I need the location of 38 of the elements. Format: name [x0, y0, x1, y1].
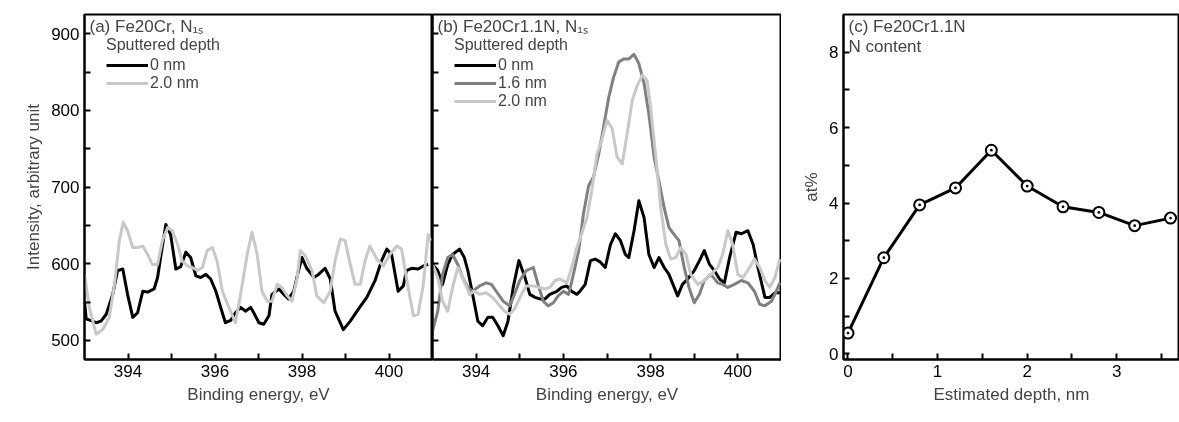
legend-label: 1.6 nm [498, 74, 547, 92]
legend-label: 2.0 nm [150, 74, 199, 92]
x-tick-label: 398 [287, 361, 317, 381]
x-tick-label: 396 [200, 361, 230, 381]
legend-label: 0 nm [498, 56, 534, 74]
x-tick-label: 1 [932, 361, 943, 381]
y-tick-label: 600 [51, 254, 80, 274]
legend-label: 2.0 nm [498, 92, 547, 110]
y-tick-label: 900 [51, 24, 80, 44]
y-axis-title: Intensity, arbitrary unit [24, 103, 44, 270]
y-tick-label: 700 [51, 178, 80, 197]
chart-title: (a) Fe20Cr, N₁ₛ [89, 16, 204, 36]
x-tick-label: 394 [461, 361, 491, 381]
x-tick-label: 3 [1112, 361, 1122, 381]
legend-title: Sputtered depth [106, 36, 220, 54]
legend-title: Sputtered depth [454, 36, 568, 54]
y-tick-label: 0 [829, 344, 839, 364]
x-axis-title: Binding energy, eV [187, 384, 331, 404]
x-tick-label: 2 [1022, 361, 1032, 381]
chart-title: (b) Fe20Cr1.1N, N₁ₛ [437, 16, 589, 36]
x-tick-label: 400 [374, 361, 404, 381]
x-tick-label: 396 [549, 361, 578, 381]
chart-title: (c) Fe20Cr1.1N [848, 16, 966, 36]
y-tick-label: 800 [51, 101, 80, 121]
x-tick-label: 398 [636, 361, 665, 381]
legend-label: 0 nm [150, 56, 186, 74]
x-tick-label: 0 [843, 361, 853, 381]
y-tick-label: 500 [51, 331, 80, 351]
x-tick-label: 400 [723, 361, 753, 381]
y-tick-label: 8 [829, 43, 839, 63]
x-tick-label: 394 [113, 361, 143, 381]
y-tick-label: 4 [829, 194, 839, 214]
x-axis-title: Estimated depth, nm [933, 384, 1090, 404]
text: N content [848, 36, 922, 56]
x-axis-title: Binding energy, eV [535, 384, 679, 404]
y-tick-label: 6 [829, 118, 839, 138]
y-tick-label: 2 [829, 269, 839, 289]
y-axis-title: at% [802, 172, 822, 202]
